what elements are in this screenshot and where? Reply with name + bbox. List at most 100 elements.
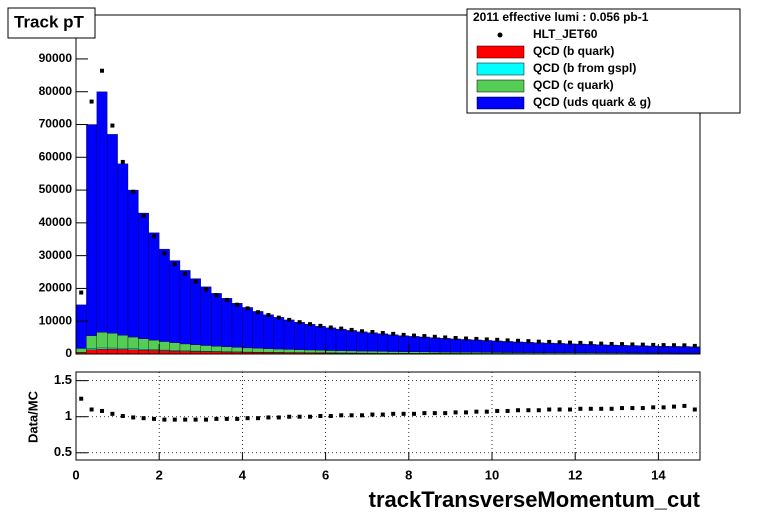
data-point	[599, 341, 604, 346]
ratio-point	[162, 417, 167, 422]
ratio-point	[547, 407, 552, 412]
bar-segment	[367, 332, 378, 352]
bar-segment	[117, 335, 129, 349]
bar-segment	[377, 351, 389, 354]
x-tick-label: 8	[405, 467, 412, 482]
ratio-point	[204, 417, 208, 422]
bar-segment	[283, 349, 295, 353]
ratio-point	[380, 412, 385, 417]
data-point	[526, 339, 531, 344]
bar-segment	[377, 333, 389, 352]
data-point	[682, 343, 687, 348]
ratio-point	[453, 410, 458, 415]
ratio-point	[152, 416, 156, 421]
ratio-point	[599, 406, 604, 411]
x-tick-label: 14	[651, 467, 666, 482]
bar-segment	[75, 304, 87, 349]
ratio-point	[256, 416, 260, 421]
data-point	[120, 159, 125, 164]
bar-segment	[606, 344, 617, 354]
bar-segment	[315, 325, 326, 351]
bar-segment	[107, 333, 118, 349]
ratio-point	[401, 411, 406, 416]
bar-segment	[273, 348, 285, 353]
data-point	[256, 310, 260, 315]
data-point	[131, 189, 136, 194]
ratio-point	[235, 416, 240, 421]
x-tick-label: 2	[156, 467, 163, 482]
data-point	[422, 334, 427, 339]
bar-segment	[419, 351, 430, 354]
data-point	[453, 336, 458, 341]
data-point	[401, 332, 406, 337]
ratio-point	[464, 410, 468, 415]
bar-segment	[200, 286, 212, 346]
ratio-point	[484, 409, 489, 414]
bar-segment	[294, 322, 305, 350]
legend-swatch	[476, 96, 525, 110]
bar-segment	[325, 350, 337, 353]
bar-segment	[148, 232, 160, 341]
bar-segment	[304, 349, 316, 353]
ratio-point	[120, 414, 125, 418]
y-tick-label: 50000	[39, 182, 73, 196]
bar-segment	[346, 330, 357, 352]
bar-segment	[138, 338, 149, 350]
data-point	[79, 290, 84, 295]
bar-segment	[96, 348, 108, 355]
bar-segment	[107, 348, 118, 355]
data-point	[297, 320, 302, 325]
bar-segment	[242, 347, 253, 353]
bar-segment	[481, 340, 493, 353]
bar-segment	[460, 339, 472, 353]
bar-segment	[439, 338, 451, 353]
bar-segment	[96, 91, 108, 333]
ratio-point	[318, 414, 323, 418]
legend-swatch	[476, 45, 525, 59]
bar-segment	[107, 347, 118, 350]
x-tick-label: 10	[485, 467, 499, 482]
bar-segment	[127, 349, 139, 355]
x-tick-label: 4	[239, 467, 247, 482]
data-point	[100, 68, 104, 73]
bar-segment	[263, 348, 274, 353]
ratio-point	[661, 405, 666, 410]
data-point	[443, 335, 448, 340]
x-tick-label: 12	[568, 467, 582, 482]
bar-segment	[408, 336, 420, 352]
ratio-point	[266, 415, 271, 420]
bar-segment	[564, 343, 576, 353]
data-point	[380, 331, 385, 336]
bar-segment	[325, 327, 337, 351]
legend-box	[466, 8, 741, 114]
bar-segment	[523, 342, 534, 353]
x-tick-label: 0	[72, 467, 79, 482]
bar-segment	[231, 347, 243, 352]
ratio-point	[588, 406, 593, 411]
ratio-point	[557, 407, 562, 412]
ratio-point	[422, 411, 427, 416]
bar-segment	[533, 342, 545, 353]
bar-segment	[429, 351, 441, 354]
data-point	[547, 339, 552, 344]
ratio-point	[339, 413, 344, 418]
bar-segment	[575, 343, 586, 353]
bar-segment	[502, 341, 513, 353]
bar-segment	[419, 336, 430, 353]
bar-segment	[107, 134, 118, 334]
data-point	[672, 343, 676, 348]
ratio-point	[640, 406, 645, 411]
main-frame	[75, 14, 701, 355]
data-point	[557, 340, 562, 345]
bar-segment	[408, 351, 420, 354]
ratio-point	[89, 407, 94, 412]
legend-title: 2011 effective lumi : 0.056 pb-1	[473, 10, 649, 24]
bar-segment	[450, 352, 461, 354]
ratio-point	[578, 406, 583, 411]
data-point	[328, 325, 333, 330]
y-tick-label: 0	[65, 346, 72, 360]
bar-segment	[75, 348, 87, 353]
ratio-point	[100, 408, 104, 413]
bar-segment	[96, 332, 108, 349]
data-point	[630, 342, 635, 347]
